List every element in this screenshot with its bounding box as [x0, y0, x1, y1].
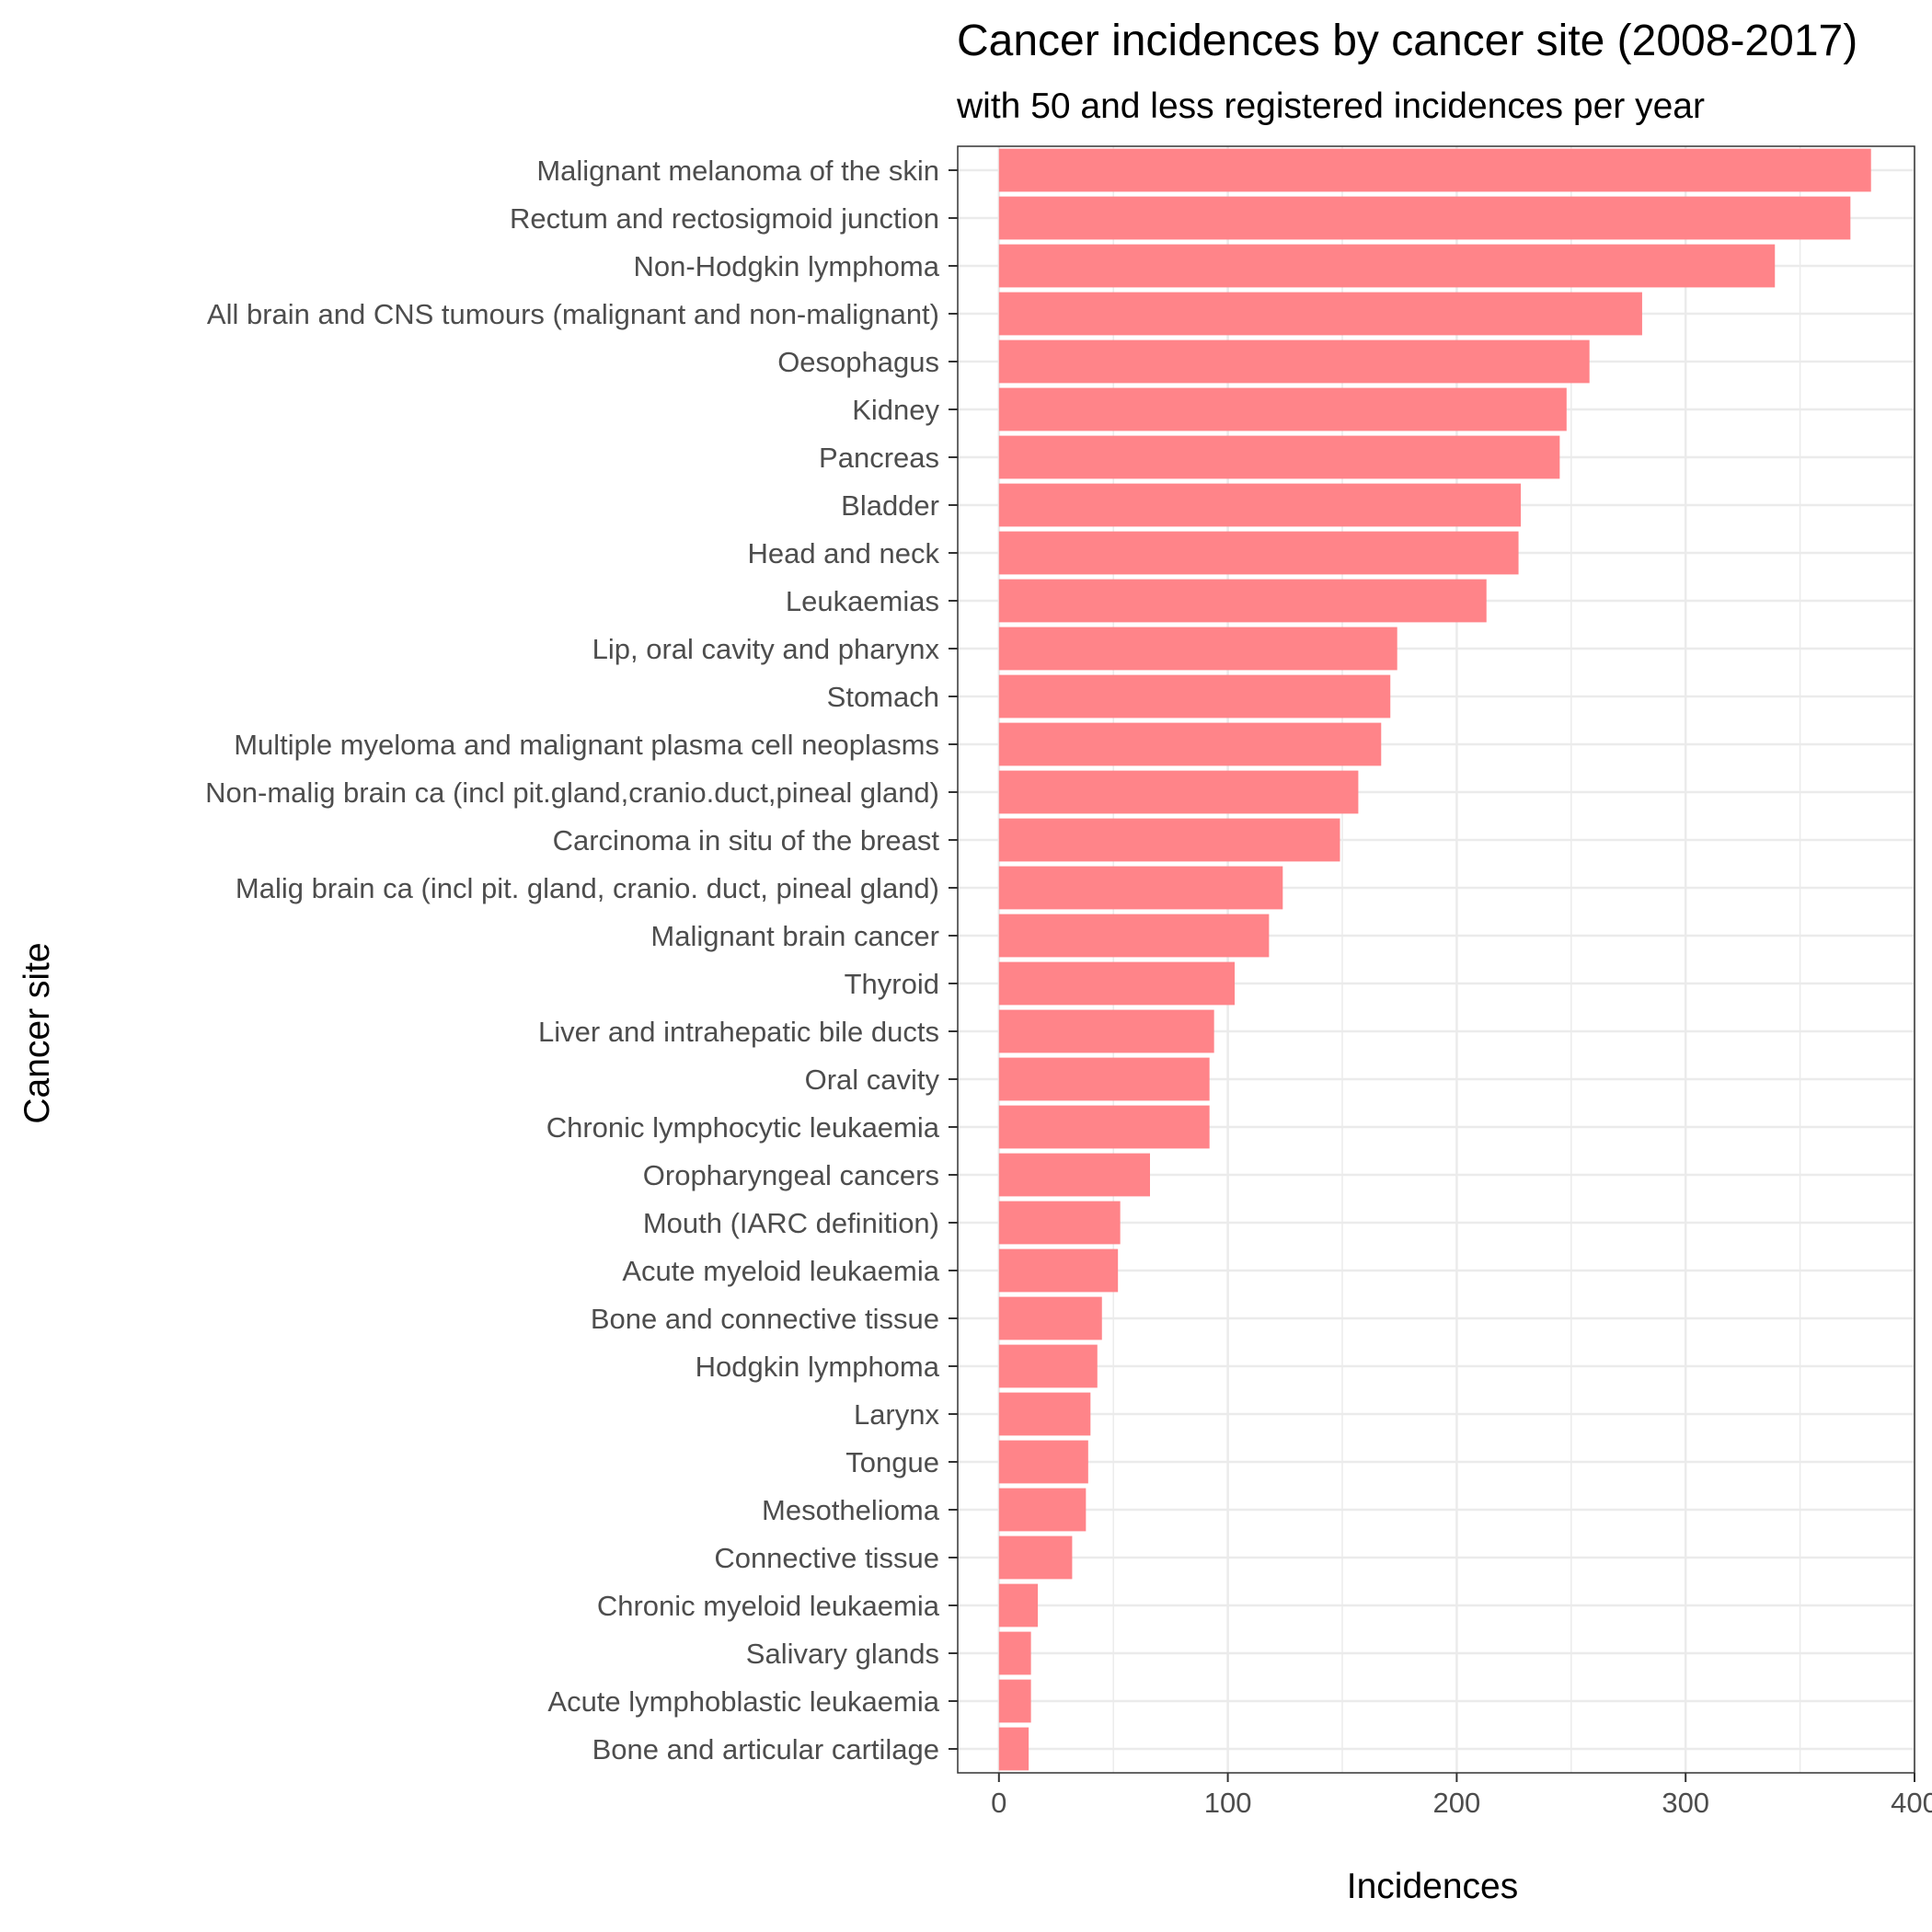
- y-tick-label: Leukaemias: [786, 585, 939, 617]
- chart-subtitle: with 50 and less registered incidences p…: [956, 86, 1705, 126]
- x-tick-label: 200: [1433, 1787, 1481, 1819]
- bar: [998, 387, 1567, 431]
- y-tick-label: Malignant melanoma of the skin: [536, 155, 939, 187]
- y-tick-label: Acute myeloid leukaemia: [622, 1255, 939, 1287]
- x-tick-label: 400: [1891, 1787, 1932, 1819]
- y-tick-label: Bladder: [841, 489, 939, 522]
- bar: [998, 627, 1397, 671]
- bar: [998, 961, 1236, 1006]
- y-tick-label: Bone and articular cartilage: [592, 1733, 939, 1765]
- y-tick-label: Non-Hodgkin lymphoma: [633, 250, 939, 282]
- y-tick-label: Liver and intrahepatic bile ducts: [538, 1016, 939, 1048]
- bar: [998, 1488, 1087, 1532]
- y-tick-label: Tongue: [845, 1446, 939, 1478]
- y-tick-label: Multiple myeloma and malignant plasma ce…: [234, 729, 939, 761]
- y-tick-label: Larynx: [854, 1398, 940, 1431]
- bar: [998, 1583, 1039, 1627]
- bar: [998, 1631, 1031, 1675]
- y-tick-label: Mouth (IARC definition): [643, 1207, 939, 1239]
- bar: [998, 244, 1776, 288]
- bar: [998, 531, 1519, 575]
- y-tick-label: Rectum and rectosigmoid junction: [510, 202, 939, 235]
- y-tick-label: Oesophagus: [777, 346, 939, 378]
- y-tick-label: Chronic lymphocytic leukaemia: [546, 1111, 940, 1144]
- bar: [998, 866, 1283, 910]
- bar: [998, 1248, 1119, 1293]
- y-tick-label: Acute lymphoblastic leukaemia: [547, 1685, 939, 1718]
- bar: [998, 1535, 1073, 1580]
- y-tick-label: Kidney: [852, 394, 939, 426]
- x-tick-label: 300: [1662, 1787, 1709, 1819]
- panel-border: [957, 145, 1915, 1774]
- y-tick-label: Mesothelioma: [762, 1494, 940, 1526]
- y-tick-label: Carcinoma in situ of the breast: [553, 824, 940, 857]
- y-tick-label: Malignant brain cancer: [650, 920, 939, 952]
- y-tick-label: Connective tissue: [714, 1542, 939, 1574]
- bar: [998, 196, 1851, 240]
- y-tick-label: Pancreas: [819, 442, 939, 474]
- bar: [998, 1344, 1098, 1388]
- y-tick-label: Hodgkin lymphoma: [696, 1351, 940, 1383]
- bar: [998, 339, 1590, 384]
- bar: [998, 483, 1522, 527]
- bars-layer: [998, 148, 1871, 1771]
- y-tick-label: All brain and CNS tumours (malignant and…: [207, 298, 939, 330]
- y-tick-label: Oropharyngeal cancers: [643, 1159, 939, 1191]
- x-axis-title: Incidences: [1347, 1867, 1518, 1906]
- bar: [998, 722, 1382, 766]
- bar: [998, 1105, 1210, 1149]
- y-tick-label: Salivary glands: [746, 1638, 939, 1670]
- y-tick-label: Oral cavity: [805, 1064, 940, 1096]
- bar: [998, 435, 1560, 479]
- x-axis: 0 100 200 300 400: [991, 1773, 1932, 1819]
- y-tick-label: Head and neck: [747, 537, 939, 569]
- bar: [998, 1009, 1214, 1053]
- bar: [998, 579, 1487, 623]
- bar: [998, 818, 1340, 862]
- bar: [998, 1440, 1088, 1484]
- bar: [998, 1679, 1031, 1723]
- bar: [998, 1057, 1210, 1101]
- y-tick-label: Chronic myeloid leukaemia: [597, 1590, 940, 1622]
- bar: [998, 1296, 1102, 1340]
- y-tick-label: Stomach: [827, 681, 939, 713]
- y-axis: Malignant melanoma of the skin Rectum and…: [205, 155, 958, 1765]
- chart-title: Cancer incidences by cancer site (2008-2…: [957, 17, 1857, 65]
- bar: [998, 1153, 1150, 1197]
- bar: [998, 1201, 1121, 1245]
- y-tick-label: Lip, oral cavity and pharynx: [592, 633, 940, 665]
- y-tick-label: Non-malig brain ca (incl pit.gland,crani…: [205, 776, 939, 809]
- bar: [998, 914, 1270, 958]
- y-tick-label: Thyroid: [845, 968, 939, 1000]
- y-axis-title: Cancer site: [17, 942, 57, 1123]
- bar: [998, 148, 1871, 192]
- bar: [998, 292, 1642, 336]
- bar: [998, 1727, 1029, 1771]
- x-tick-label: 100: [1204, 1787, 1252, 1819]
- y-tick-label: Bone and connective tissue: [591, 1303, 939, 1335]
- x-tick-label: 0: [991, 1787, 1006, 1819]
- bar: [998, 674, 1391, 719]
- bar: [998, 770, 1359, 814]
- bar: [998, 1392, 1091, 1436]
- y-tick-label: Malig brain ca (incl pit. gland, cranio.…: [236, 872, 939, 904]
